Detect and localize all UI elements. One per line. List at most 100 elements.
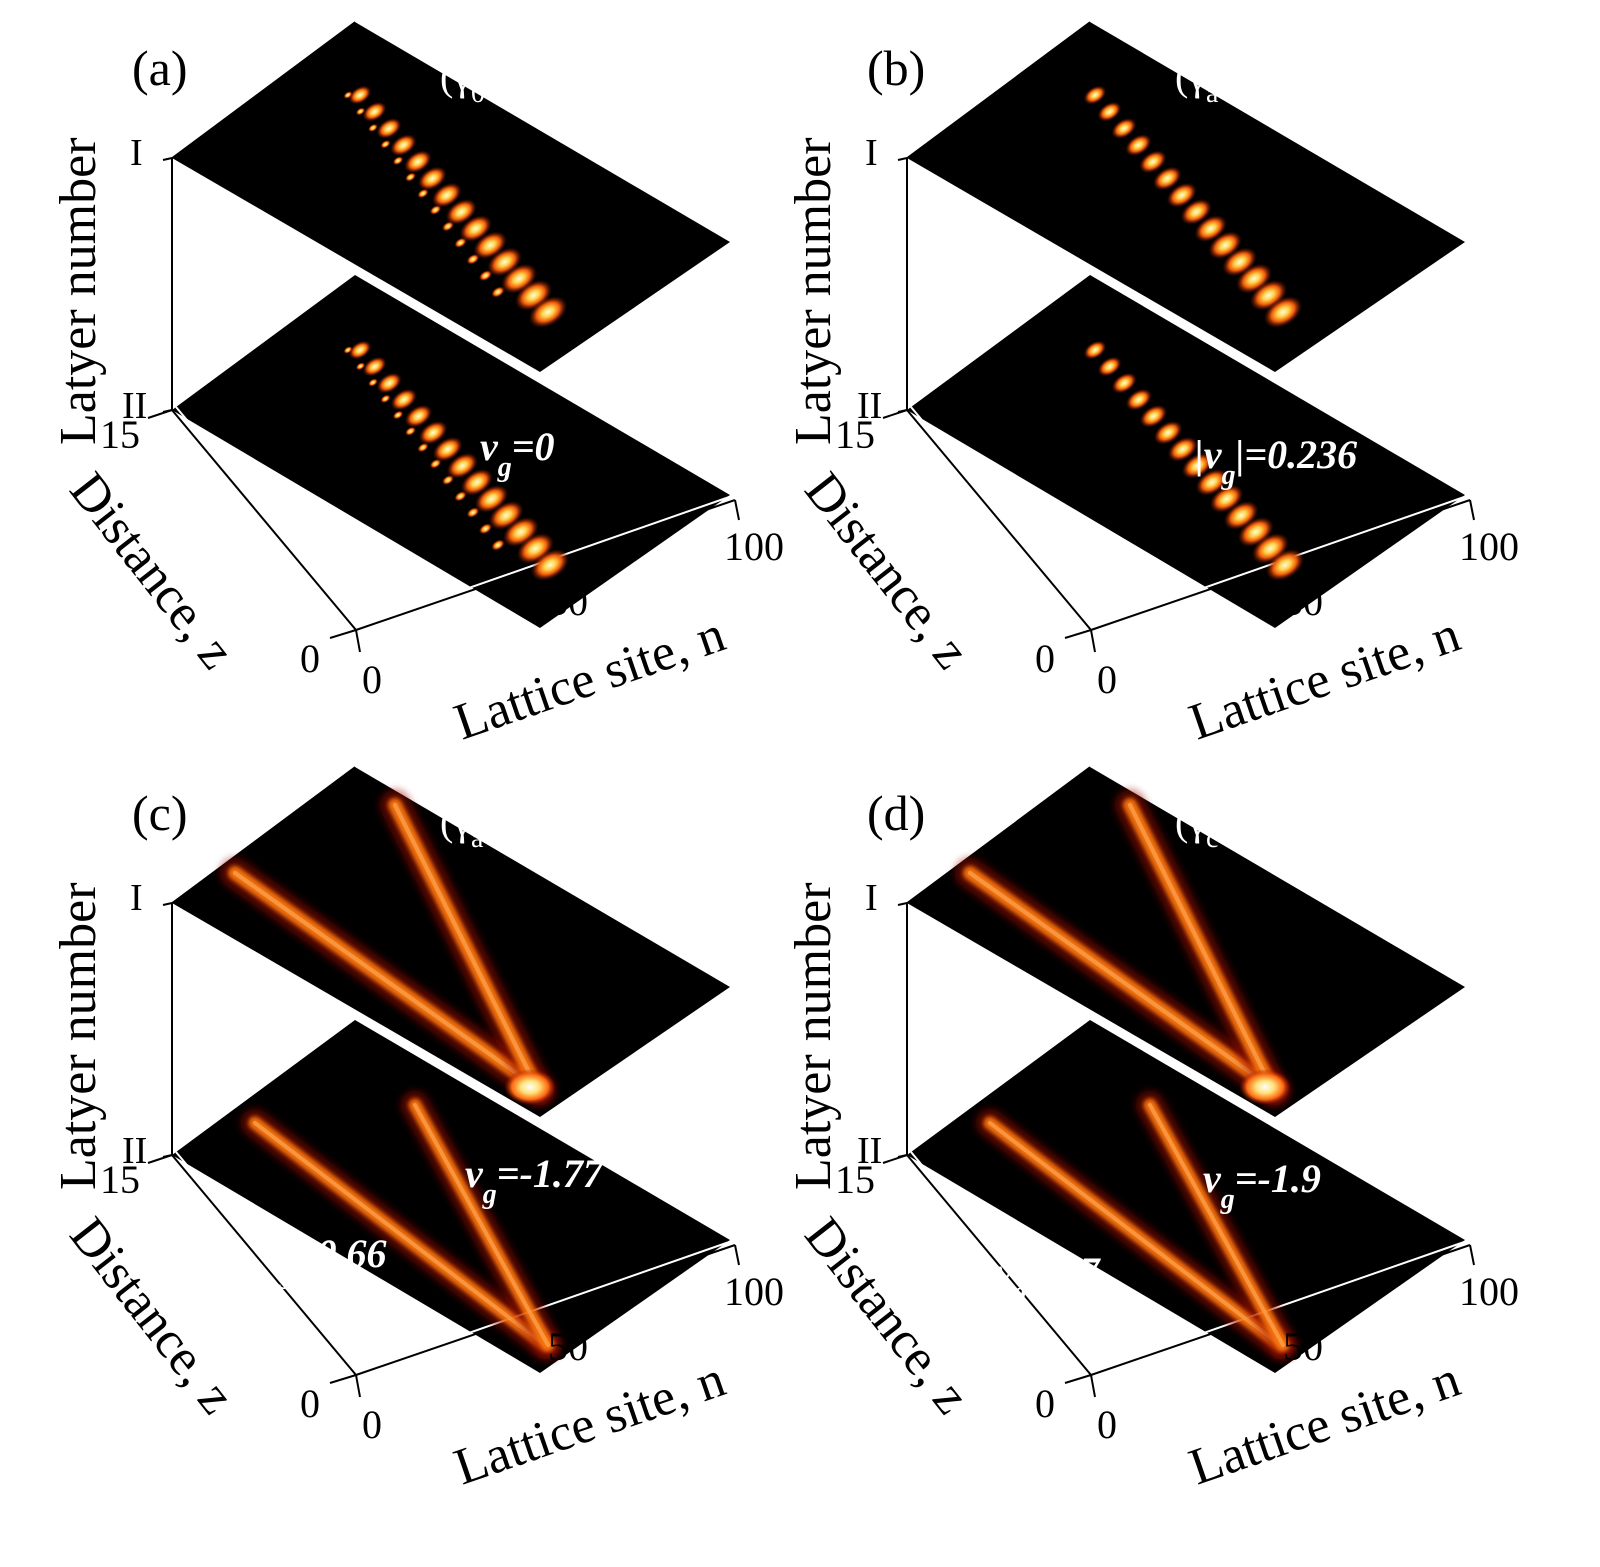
z-tick-label-15: 15 <box>835 412 875 457</box>
z-axis-highlight <box>175 406 361 628</box>
layer-II-label: II <box>122 1130 147 1172</box>
z-axis-line <box>906 409 1092 631</box>
soliton-spot <box>348 340 372 360</box>
soliton-spot <box>432 436 463 462</box>
z-axis-highlight <box>910 406 1096 628</box>
soliton-spot <box>404 404 433 428</box>
n-tick-label-50: 50 <box>1283 1324 1323 1369</box>
z-tick-0 <box>329 1374 357 1384</box>
soliton-spot <box>446 452 479 479</box>
soliton-spot <box>1125 388 1153 411</box>
z-tick-label-15: 15 <box>835 1157 875 1202</box>
layer-I-tick <box>897 902 908 906</box>
soliton-spot <box>1181 452 1214 479</box>
layer-II-label: II <box>122 385 147 427</box>
panel-letter: (a) <box>132 40 188 96</box>
soliton-spot <box>1083 85 1107 105</box>
layer-I-label: I <box>130 132 143 174</box>
soliton-spot <box>392 410 404 420</box>
z-tick-label-0: 0 <box>300 636 320 681</box>
n-tick-0 <box>355 629 361 653</box>
z-tick-15 <box>147 409 173 419</box>
z-axis-line <box>906 1154 1092 1376</box>
n-tick-100 <box>734 1244 740 1266</box>
panel-letter: (d) <box>867 785 925 841</box>
soliton-spot <box>1167 436 1198 462</box>
z-axis-highlight <box>175 1151 361 1373</box>
panel-letter: (c) <box>132 785 188 841</box>
n-tick-label-100: 100 <box>1459 1269 1519 1314</box>
n-tick-label-0: 0 <box>362 1402 382 1447</box>
soliton-spot <box>404 172 417 182</box>
beam-right-II-core <box>1148 1103 1285 1347</box>
n-tick-100 <box>1469 1244 1475 1266</box>
n-tick-label-50: 50 <box>1283 579 1323 624</box>
parameter-label: (γc, kc) <box>1175 799 1284 854</box>
soliton-spot <box>445 198 477 225</box>
beam-left-II-core <box>253 1121 547 1347</box>
lattice-axis-title: Lattice site, n <box>1182 606 1467 752</box>
distance-axis-title: Distance, z <box>59 462 246 679</box>
z-tick-15 <box>882 409 908 419</box>
distance-axis-title: Distance, z <box>794 462 981 679</box>
n-axis-highlight <box>1094 1240 1468 1372</box>
n-tick-label-0: 0 <box>1097 657 1117 702</box>
parameter-label: (γa, k0) <box>1175 54 1286 109</box>
z-tick-label-15: 15 <box>100 412 140 457</box>
layer-axis-title: Latyer number <box>785 882 842 1190</box>
soliton-spot <box>528 295 568 329</box>
soliton-spot <box>1265 548 1305 582</box>
n-tick-label-100: 100 <box>724 524 784 569</box>
soliton-spot <box>376 117 402 139</box>
beam-right-II-core <box>413 1103 550 1347</box>
z-tick-label-0: 0 <box>300 1381 320 1426</box>
soliton-spot <box>368 378 378 387</box>
soliton-spot <box>1139 404 1168 428</box>
layer-I-tick <box>162 157 173 161</box>
soliton-spot <box>418 420 448 445</box>
parameter-label: (γa, ka) <box>440 799 549 854</box>
layer-axis-title: Latyer number <box>50 882 107 1190</box>
soliton-spot <box>491 539 505 551</box>
layer-I-tick <box>897 157 908 161</box>
n-tick-label-50: 50 <box>548 579 588 624</box>
panel-letter: (b) <box>867 40 925 96</box>
z-tick-0 <box>1064 1374 1092 1384</box>
layer-I-label: I <box>865 877 878 919</box>
z-tick-label-0: 0 <box>1035 636 1055 681</box>
n-tick-0 <box>1090 629 1096 653</box>
layer-I-label: I <box>865 132 878 174</box>
soliton-spot <box>355 362 366 371</box>
soliton-spot <box>1153 420 1183 445</box>
soliton-spot <box>1111 372 1137 394</box>
soliton-spot <box>390 388 418 411</box>
z-tick-label-0: 0 <box>1035 1381 1055 1426</box>
n-tick-label-50: 50 <box>548 1324 588 1369</box>
soliton-spot <box>417 442 429 453</box>
n-tick-label-0: 0 <box>362 657 382 702</box>
soliton-spot <box>417 166 447 191</box>
z-axis-line <box>171 1154 357 1376</box>
n-tick-0 <box>355 1374 361 1398</box>
layer-I-label: I <box>130 877 143 919</box>
vg-label-right: vg=-1.9 <box>1203 1156 1321 1215</box>
beam-right-I-core <box>392 802 541 1093</box>
soliton-spot <box>417 188 429 199</box>
layer-I-tick <box>162 902 173 906</box>
soliton-spot <box>1166 182 1197 208</box>
lattice-axis-title: Lattice site, n <box>1182 1351 1467 1497</box>
layer-axis-title: Latyer number <box>50 137 107 445</box>
soliton-spot <box>466 507 480 518</box>
n-tick-100 <box>1469 499 1475 521</box>
z-axis-line <box>171 409 357 631</box>
beam-left-I-core <box>232 870 543 1093</box>
parameter-label: (γ0, k0) <box>440 54 552 109</box>
beam-left-II-core <box>988 1121 1282 1347</box>
soliton-spot <box>348 85 372 105</box>
z-tick-label-15: 15 <box>100 1157 140 1202</box>
soliton-spot <box>1125 134 1152 157</box>
